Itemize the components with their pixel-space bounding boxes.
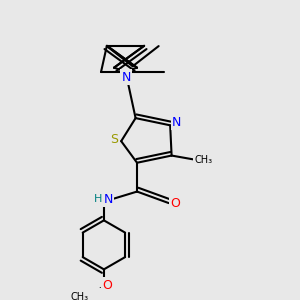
Text: H: H: [93, 194, 102, 204]
Text: O: O: [170, 196, 180, 210]
Text: O: O: [102, 279, 112, 292]
Text: S: S: [110, 133, 118, 146]
Text: N: N: [122, 71, 131, 84]
Text: CH₃: CH₃: [71, 292, 89, 300]
Text: CH₃: CH₃: [194, 155, 212, 165]
Text: N: N: [172, 116, 181, 129]
Text: N: N: [103, 193, 112, 206]
